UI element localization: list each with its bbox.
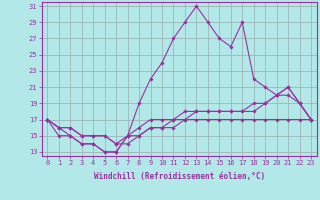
X-axis label: Windchill (Refroidissement éolien,°C): Windchill (Refroidissement éolien,°C)	[94, 172, 265, 181]
